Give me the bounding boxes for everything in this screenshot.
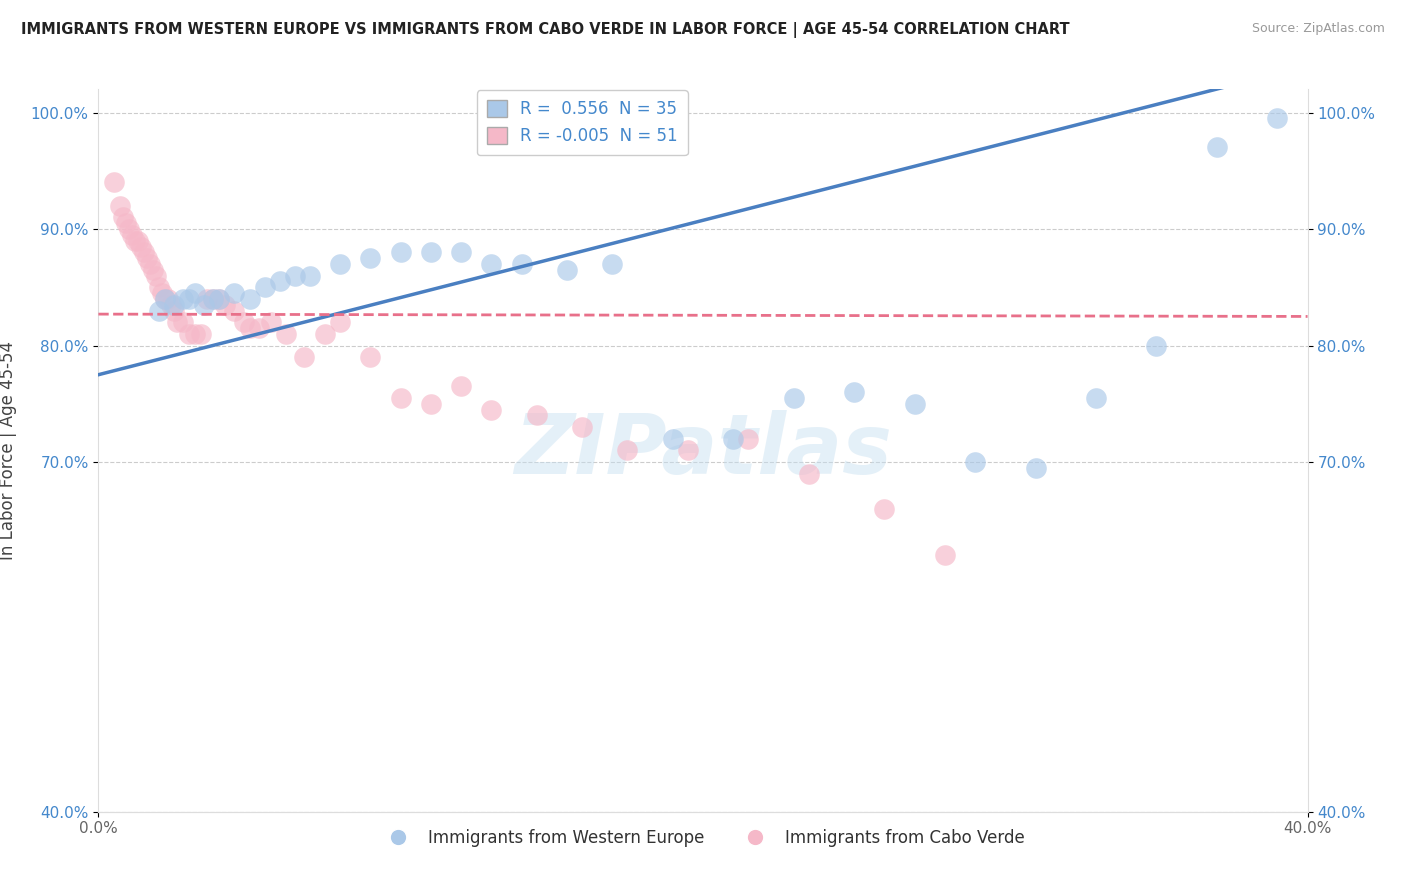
Point [193,298,215,312]
Point [184,326,207,341]
Point [142,263,165,277]
Text: ZIPatlas: ZIPatlas [515,410,891,491]
Point [450,245,472,260]
Point [555,263,578,277]
Point [127,234,149,248]
Point [224,303,246,318]
Point [103,176,125,190]
Point [153,292,176,306]
Point [163,298,186,312]
Text: IMMIGRANTS FROM WESTERN EUROPE VS IMMIGRANTS FROM CABO VERDE IN LABOR FORCE | AG: IMMIGRANTS FROM WESTERN EUROPE VS IMMIGR… [21,22,1070,38]
Point [232,315,254,329]
Point [904,397,927,411]
Point [208,292,231,306]
Point [148,303,170,318]
Point [129,239,152,253]
Point [148,280,170,294]
Point [179,326,201,341]
Point [571,420,593,434]
Point [132,245,155,260]
Point [292,350,315,364]
Point [723,432,745,446]
Point [156,292,179,306]
Point [114,216,136,230]
Y-axis label: In Labor Force | Age 45-54: In Labor Force | Age 45-54 [0,341,17,560]
Point [1206,140,1229,154]
Point [873,501,896,516]
Point [1144,338,1167,352]
Point [299,268,322,283]
Point [150,286,173,301]
Point [260,315,283,329]
Point [783,391,806,405]
Point [329,315,352,329]
Point [481,257,503,271]
Point [1024,461,1046,475]
Point [195,292,218,306]
Point [135,251,157,265]
Point [179,292,201,306]
Point [602,257,624,271]
Point [239,292,262,306]
Point [329,257,352,271]
Point [124,234,146,248]
Point [284,268,307,283]
Point [450,379,472,393]
Point [118,222,141,236]
Point [616,443,638,458]
Point [224,286,246,301]
Point [160,298,183,312]
Point [163,303,186,318]
Point [661,432,683,446]
Point [274,326,297,341]
Point [111,211,134,225]
Point [190,326,212,341]
Point [420,245,443,260]
Point [360,251,382,265]
Point [965,455,987,469]
Point [145,268,167,283]
Point [208,292,231,306]
Point [389,245,412,260]
Point [139,257,162,271]
Point [737,432,759,446]
Point [844,385,866,400]
Point [269,275,291,289]
Point [420,397,443,411]
Point [253,280,276,294]
Text: Source: ZipAtlas.com: Source: ZipAtlas.com [1251,22,1385,36]
Point [166,315,188,329]
Point [314,326,336,341]
Point [1085,391,1108,405]
Point [184,286,207,301]
Point [797,467,820,481]
Point [934,549,956,563]
Point [153,292,176,306]
Point [121,227,143,242]
Point [239,321,262,335]
Point [172,315,194,329]
Point [202,292,225,306]
Point [202,292,225,306]
Point [510,257,533,271]
Point [676,443,699,458]
Legend: Immigrants from Western Europe, Immigrants from Cabo Verde: Immigrants from Western Europe, Immigran… [375,822,1031,854]
Point [172,292,194,306]
Point [360,350,382,364]
Point [108,199,131,213]
Point [389,391,412,405]
Point [526,409,548,423]
Point [247,321,270,335]
Point [481,402,503,417]
Point [214,298,236,312]
Point [1267,112,1289,126]
